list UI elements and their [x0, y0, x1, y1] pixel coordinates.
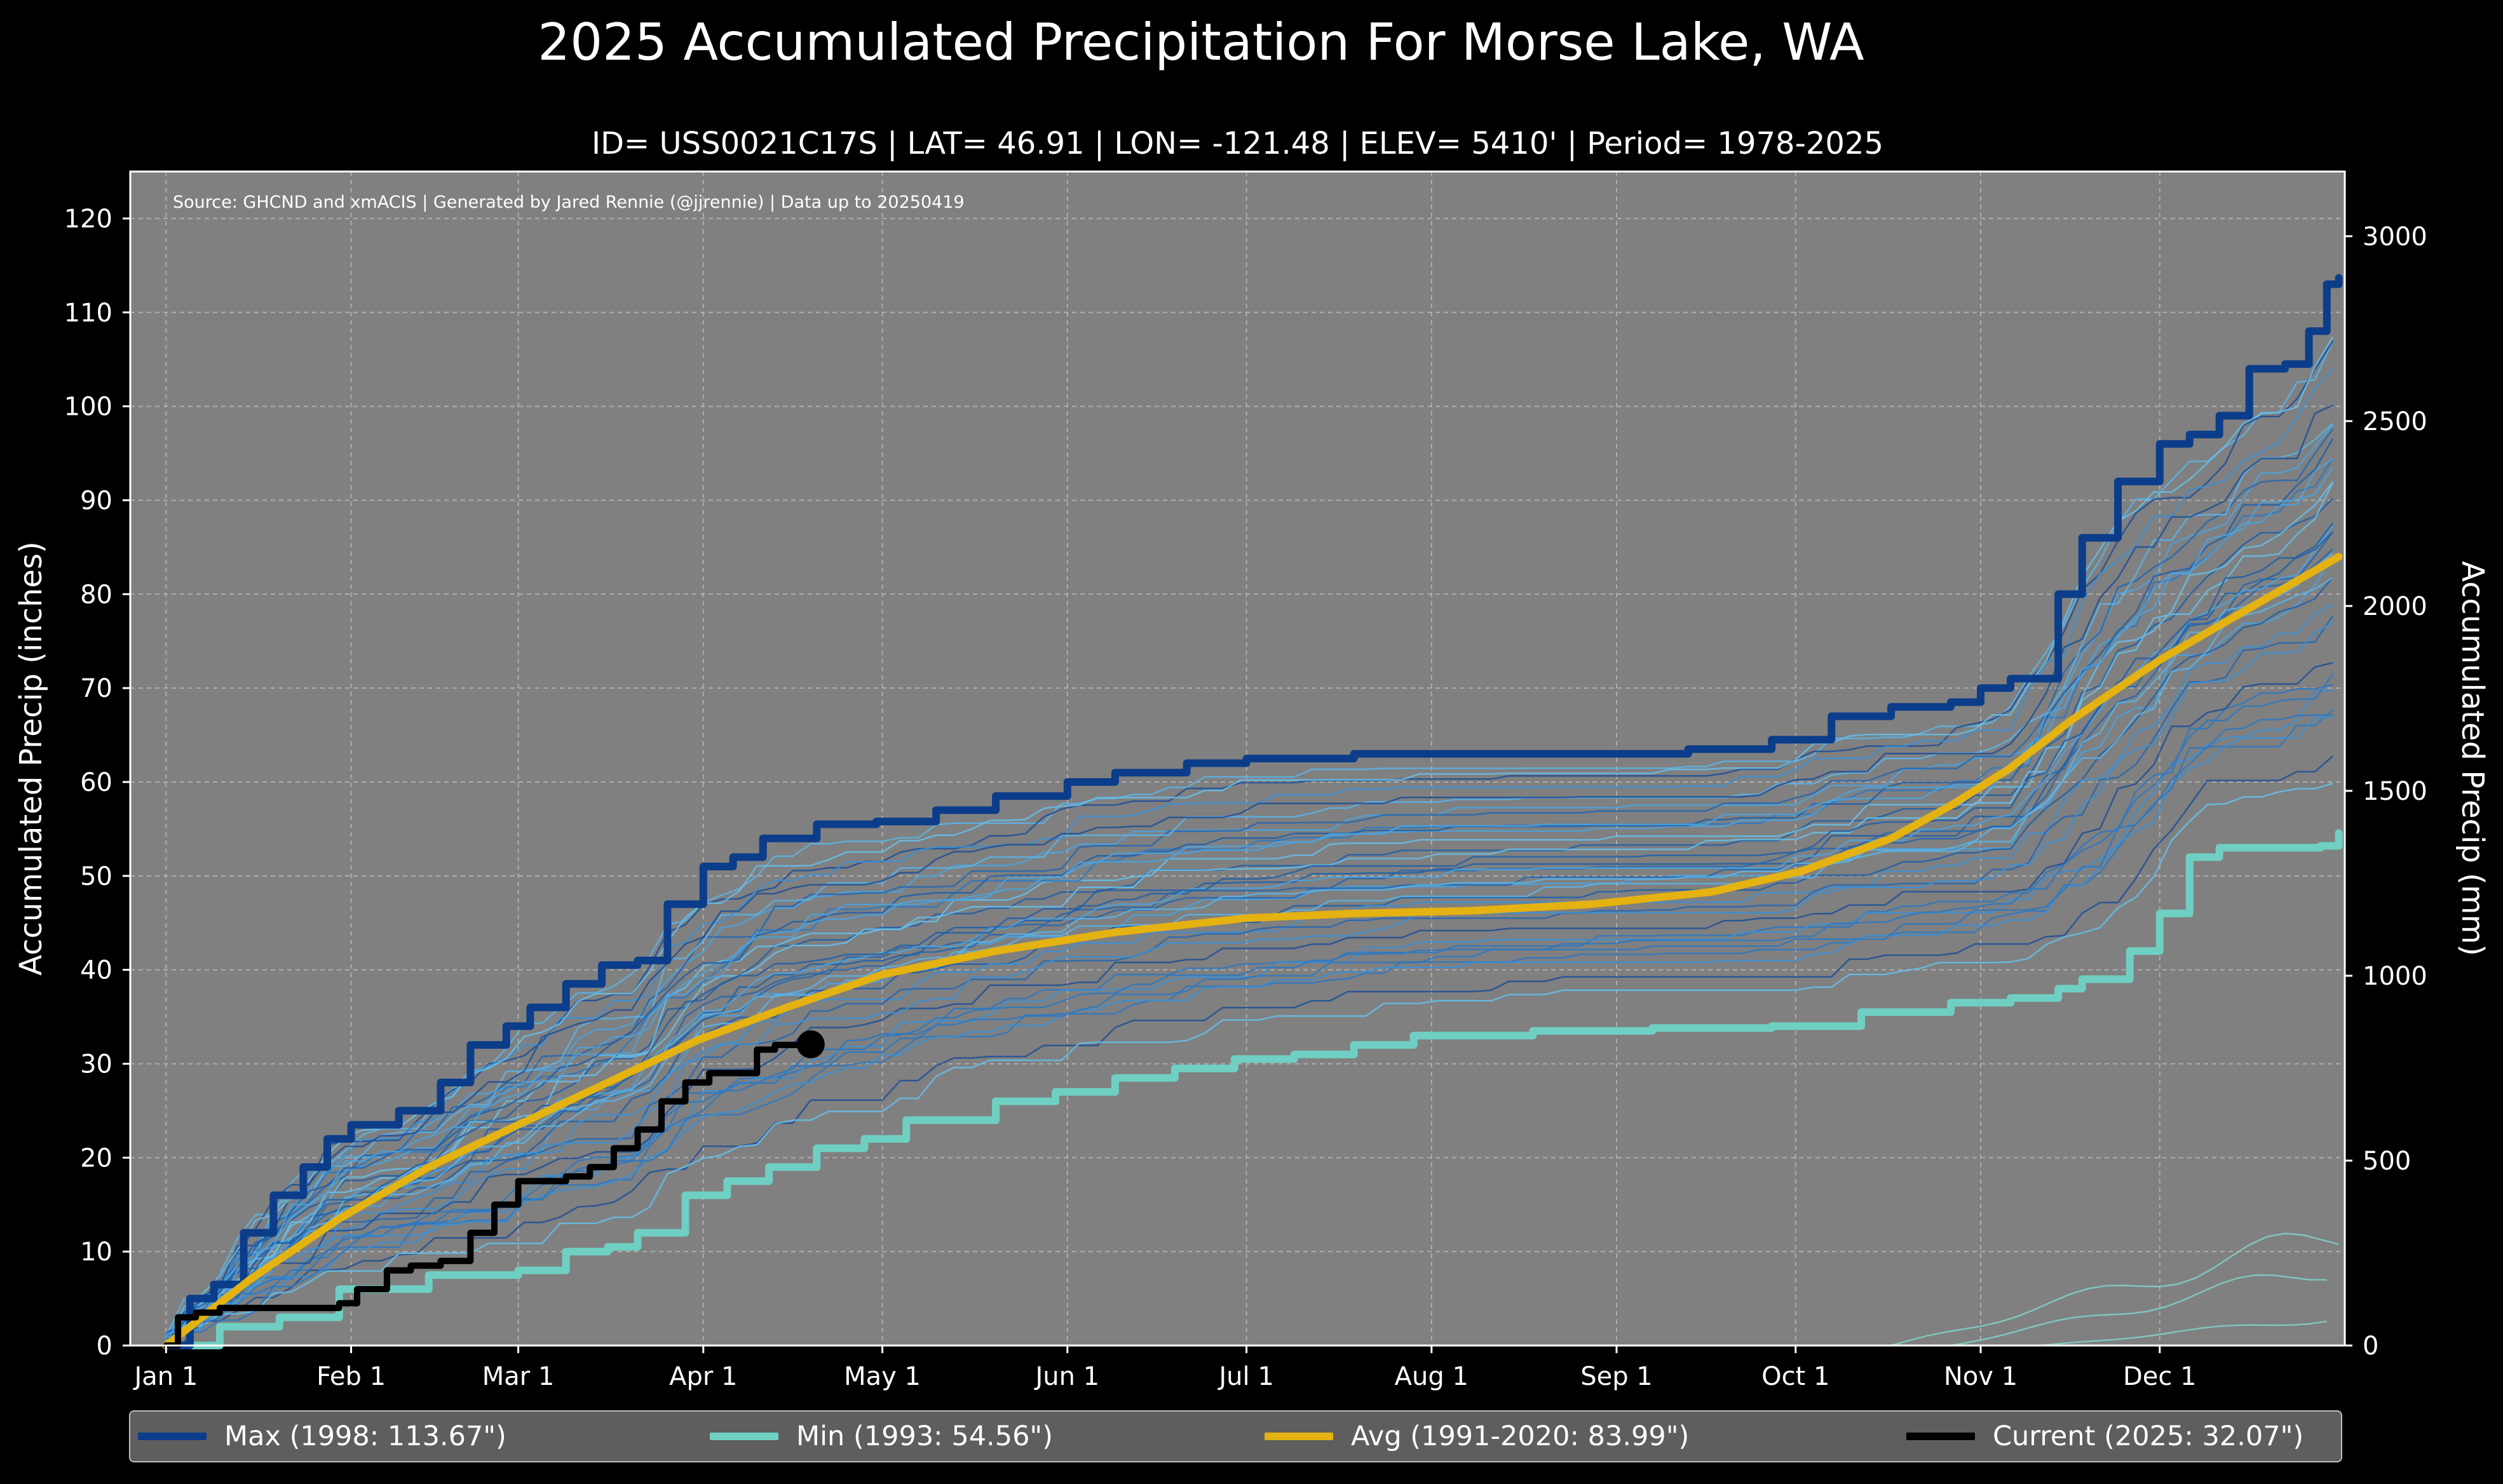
y-tick-label: 20 [80, 1143, 112, 1173]
y2-tick-label: 500 [2363, 1147, 2411, 1176]
historical-trace [165, 522, 2334, 1346]
historical-trace [165, 368, 2334, 1346]
historical-trace [165, 336, 2334, 1346]
historical-trace [165, 553, 2333, 1346]
axes: Jan 1 Feb 1 Mar 1 Apr 1 May 1 Jun 1 Jul 1 Aug 1… [64, 205, 2427, 1391]
current-endpoint-marker [796, 1030, 825, 1058]
y-tick-label: 80 [80, 580, 112, 609]
historical-trace [165, 497, 2334, 1343]
x-tick-label: Jul 1 [1217, 1362, 1273, 1391]
y-tick-label: 0 [97, 1332, 112, 1361]
historical-trace [166, 467, 2334, 1335]
avg-series-line [162, 553, 2343, 1349]
legend-label-max: Max (1998: 113.67") [224, 1420, 506, 1452]
y2-tick-label: 2000 [2363, 592, 2427, 621]
y2-tick-label: 2500 [2363, 407, 2427, 436]
historical-trace [165, 661, 2333, 1347]
plot-background [130, 172, 2345, 1346]
legend-swatch-max [138, 1433, 207, 1440]
y2-tick-label: 0 [2363, 1332, 2378, 1361]
historical-trace [165, 438, 2334, 1334]
legend-swatch-current [1906, 1433, 1975, 1440]
partial-year-trace [1890, 1232, 2339, 1347]
x-tick-label: Feb 1 [316, 1362, 386, 1391]
y2-tick-label: 1000 [2363, 962, 2427, 991]
legend-swatch-avg [1265, 1433, 1333, 1440]
historical-trace [165, 783, 2333, 1346]
y-tick-label: 70 [80, 674, 112, 703]
series-lines [162, 274, 2343, 1349]
legend-item-max: Max (1998: 113.67") [138, 1412, 506, 1461]
y-tick-label: 120 [64, 205, 112, 234]
legend-label-min: Min (1993: 54.56") [796, 1420, 1053, 1452]
y-tick-label: 40 [80, 956, 112, 985]
legend-swatch-min [710, 1433, 778, 1440]
chart-title: 2025 Accumulated Precipitation For Morse… [538, 13, 1864, 72]
source-note: Source: GHCND and xmACIS | Generated by … [173, 192, 965, 212]
y-axis-label-right: Accumulated Precip (mm) [2455, 561, 2490, 956]
historical-trace [165, 404, 2333, 1346]
y2-tick-label: 3000 [2363, 222, 2427, 252]
historical-trace [166, 714, 2333, 1335]
legend: Max (1998: 113.67") Min (1993: 54.56") A… [129, 1410, 2342, 1462]
historical-trace [165, 482, 2334, 1346]
chart-subtitle: ID= USS0021C17S | LAT= 46.91 | LON= -121… [591, 126, 1884, 161]
historical-trace [166, 755, 2334, 1347]
x-tick-label: Nov 1 [1944, 1362, 2018, 1391]
historical-trace [165, 717, 2333, 1346]
x-tick-label: Sep 1 [1580, 1362, 1653, 1391]
x-tick-label: May 1 [844, 1362, 921, 1391]
plot-frame [129, 170, 2346, 1347]
historical-trace [165, 555, 2334, 1346]
legend-item-avg: Avg (1991-2020: 83.99") [1265, 1412, 1689, 1461]
historical-trace [165, 615, 2334, 1346]
y2-tick-label: 1500 [2363, 777, 2427, 806]
y-tick-label: 90 [80, 486, 112, 515]
historical-trace [165, 458, 2333, 1339]
y-tick-label: 100 [64, 393, 112, 422]
historical-trace [166, 428, 2334, 1334]
historical-trace [165, 424, 2334, 1335]
x-tick-label: Oct 1 [1761, 1362, 1829, 1391]
historical-trace [165, 621, 2333, 1346]
historical-trace [165, 458, 2334, 1346]
min-series-line [162, 829, 2343, 1349]
historical-trace [166, 673, 2334, 1340]
legend-item-current: Current (2025: 32.07") [1906, 1412, 2303, 1461]
y-tick-label: 10 [80, 1238, 112, 1267]
max-series-line [162, 274, 2343, 1349]
x-tick-label: Jan 1 [132, 1362, 198, 1391]
legend-item-min: Min (1993: 54.56") [710, 1412, 1053, 1461]
y-tick-label: 50 [80, 862, 112, 891]
partial-year-trace [2040, 1320, 2327, 1347]
y-tick-label: 60 [80, 768, 112, 797]
legend-label-current: Current (2025: 32.07") [1993, 1420, 2304, 1452]
x-tick-label: Jun 1 [1033, 1362, 1099, 1391]
x-tick-label: Mar 1 [482, 1362, 555, 1391]
x-tick-label: Apr 1 [669, 1362, 737, 1391]
x-tick-label: Dec 1 [2123, 1362, 2197, 1391]
historical-year-traces [165, 336, 2339, 1347]
historical-trace [165, 548, 2334, 1341]
partial-year-trace [1950, 1274, 2327, 1347]
current-series-line [163, 1041, 814, 1349]
x-tick-label: Aug 1 [1395, 1362, 1469, 1391]
legend-label-avg: Avg (1991-2020: 83.99") [1351, 1420, 1690, 1452]
y-tick-label: 110 [64, 299, 112, 328]
historical-trace [165, 341, 2334, 1346]
y-tick-label: 30 [80, 1049, 112, 1079]
y-axis-label-left: Accumulated Precip (inches) [13, 541, 49, 976]
